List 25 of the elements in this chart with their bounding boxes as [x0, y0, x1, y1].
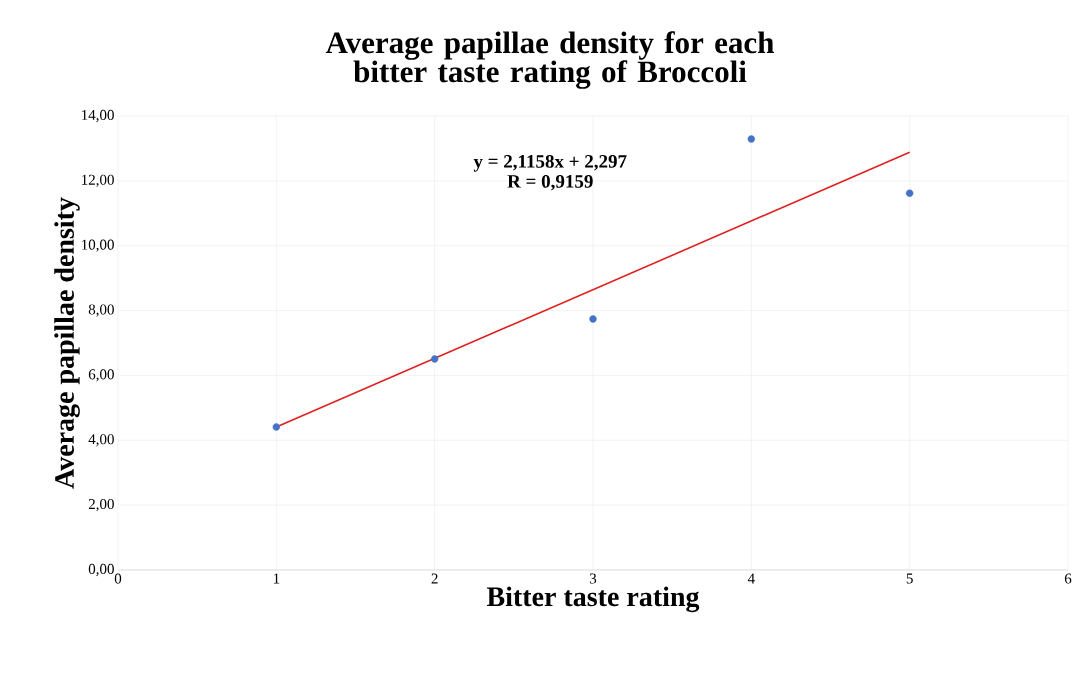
x-tick-label: 3 [589, 573, 597, 584]
point [589, 315, 597, 323]
x-tick-label: 4 [747, 573, 755, 584]
y-tick-label: 12,00 [82, 174, 114, 187]
x-tick-label: 5 [906, 573, 913, 584]
point [747, 135, 756, 143]
x-tick-label: 0 [114, 573, 122, 584]
annotation: R = 0,9159 [507, 174, 593, 191]
y-tick-label: 8,00 [88, 304, 114, 317]
y-tick-label: 14,00 [82, 109, 114, 123]
annotation: y = 2,1158x + 2,297 [473, 154, 627, 172]
point [430, 355, 439, 363]
y-tick-label: 4,00 [88, 434, 114, 447]
x-tick-label: 1 [273, 573, 280, 584]
y-tick-label: 2,00 [88, 499, 114, 512]
x-axis-title: Bitter taste rating [486, 586, 700, 613]
x-tick-label: 6 [1064, 573, 1072, 584]
x-tick-label: 2 [431, 573, 438, 584]
point [272, 423, 281, 431]
point [905, 189, 914, 197]
y-tick-label: 6,00 [88, 369, 114, 382]
y-tick-label: 10,00 [82, 239, 114, 252]
y-tick-label: 0,00 [88, 563, 114, 577]
chart-title: Average papillae density for each bitter taste rating of Broccoli [325, 31, 774, 89]
y-axis-title: Average papillae density [54, 197, 80, 489]
